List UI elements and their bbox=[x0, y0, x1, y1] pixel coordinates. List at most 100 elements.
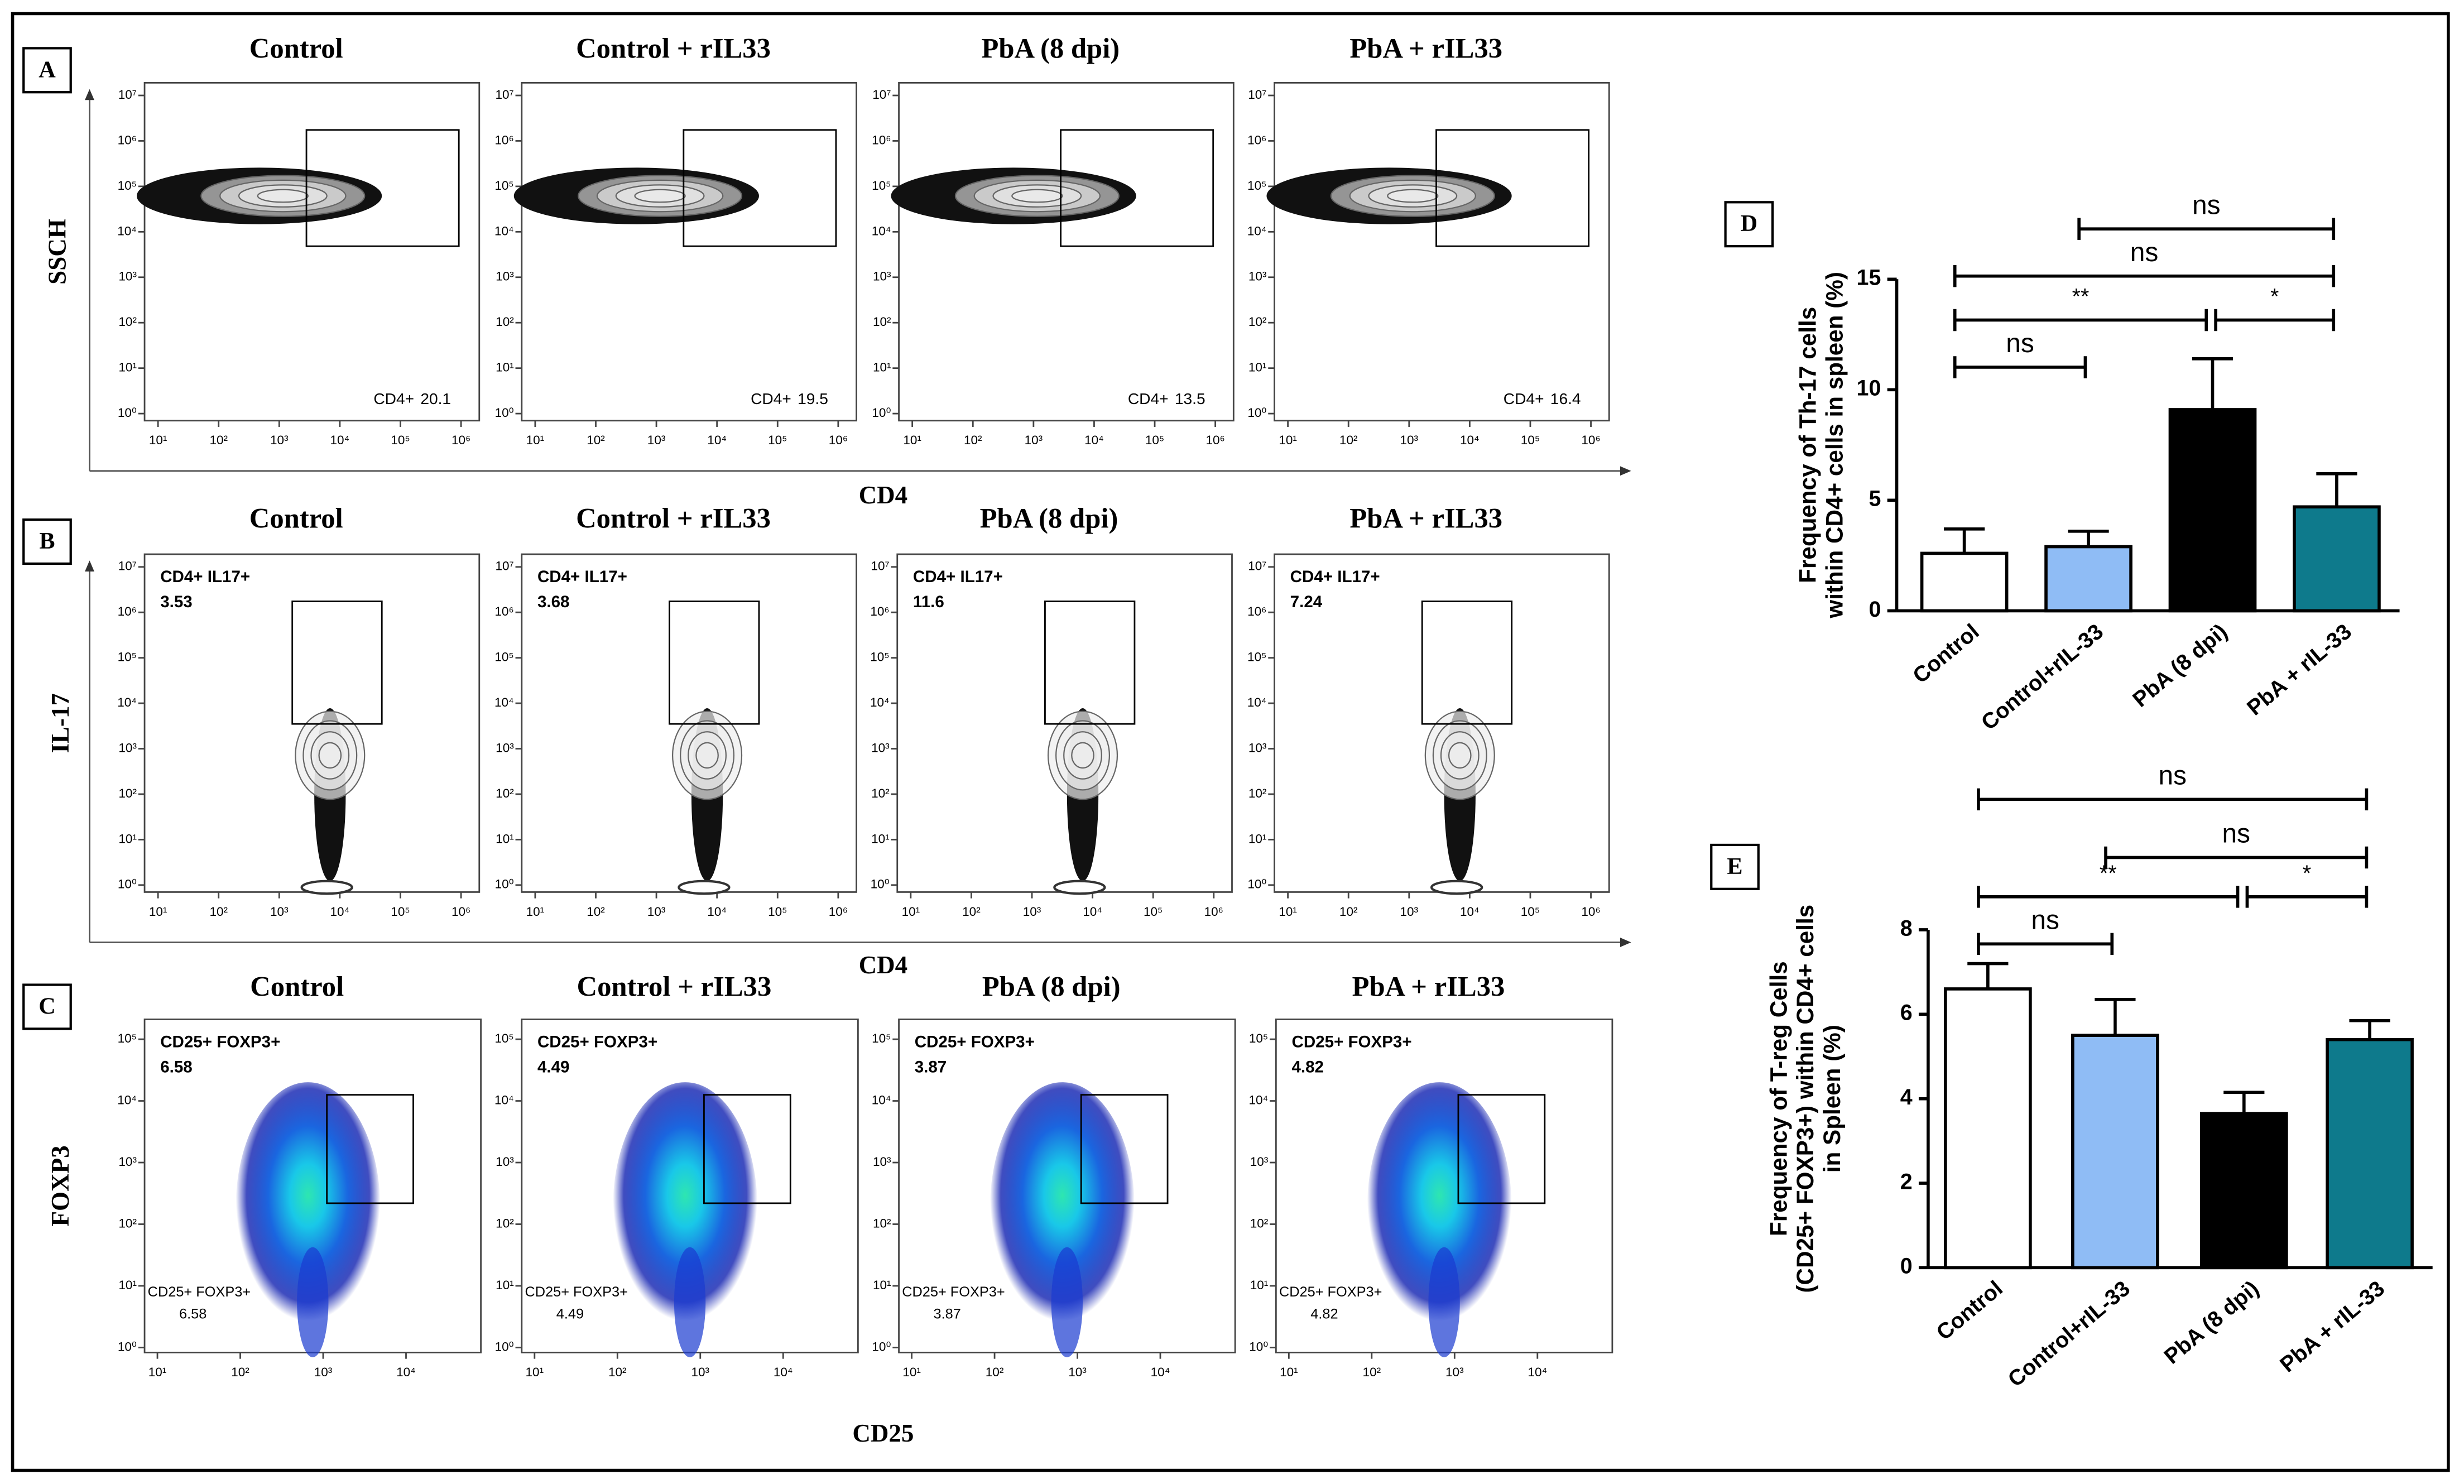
y-tick-label: 10⁴ bbox=[494, 695, 514, 709]
y-tick-label: 10⁶ bbox=[118, 604, 137, 618]
x-tick-label: 10⁵ bbox=[1145, 433, 1164, 447]
y-tick-label: 10⁰ bbox=[1247, 877, 1266, 891]
y-tick-label: 10³ bbox=[496, 1155, 514, 1169]
x-tick-label: 10¹ bbox=[902, 905, 920, 919]
y-tick-label: 10⁴ bbox=[1247, 695, 1267, 709]
y-tick-label: 10¹ bbox=[873, 1278, 891, 1292]
arrow-head bbox=[1620, 466, 1631, 476]
x-tick-label: 10² bbox=[231, 1365, 249, 1379]
y-tick-label: 10⁴ bbox=[117, 695, 137, 709]
gate bbox=[669, 601, 760, 725]
x-tick-label: 10¹ bbox=[1279, 905, 1297, 919]
x-tick-label: 10⁵ bbox=[768, 433, 787, 447]
y-tick-label: 10⁵ bbox=[118, 179, 137, 193]
x-tick-label: PbA + rIL-33 bbox=[2242, 619, 2356, 720]
x-tick-label: 10⁶ bbox=[1581, 905, 1600, 919]
x-tick-label: 10² bbox=[209, 905, 228, 919]
gate-name: CD4+ IL17+ bbox=[913, 568, 1003, 586]
y-tick-label: 10⁰ bbox=[1249, 1339, 1268, 1353]
x-axis-label: CD4 bbox=[859, 951, 908, 979]
x-tick-label: 10⁵ bbox=[768, 905, 787, 919]
y-tick-label: 10¹ bbox=[873, 361, 891, 374]
y-tick-label: 2 bbox=[1900, 1169, 1913, 1194]
gate-value: 3.87 bbox=[934, 1307, 961, 1322]
x-tick-label: 10⁴ bbox=[330, 433, 350, 447]
x-tick-label: 10¹ bbox=[149, 905, 167, 919]
gate-label: CD4+ 16.4 bbox=[1504, 391, 1581, 408]
significance-label: ** bbox=[2100, 861, 2117, 886]
y-tick-label: 0 bbox=[1869, 597, 1881, 622]
gate-label: CD4+ 20.1 bbox=[373, 391, 451, 408]
cell-cloud bbox=[1051, 1247, 1083, 1357]
x-tick-label: 10² bbox=[1339, 433, 1358, 447]
y-tick-label: 10⁷ bbox=[496, 559, 514, 573]
x-tick-label: Control+rIL-33 bbox=[2003, 1276, 2134, 1392]
y-tick-label: 10² bbox=[118, 315, 137, 329]
x-tick-label: 10¹ bbox=[149, 433, 167, 447]
panel-label-box bbox=[1724, 201, 1774, 248]
significance-label: ns bbox=[2130, 238, 2159, 267]
y-tick-label: 10⁵ bbox=[118, 650, 137, 664]
x-tick-label: PbA (8 dpi) bbox=[2159, 1276, 2263, 1368]
significance-label: ns bbox=[2192, 190, 2221, 220]
gate-value: 19.5 bbox=[798, 391, 828, 408]
x-tick-label: 10⁵ bbox=[391, 433, 410, 447]
x-tick-label: 10³ bbox=[1025, 433, 1043, 447]
y-tick-label: 4 bbox=[1900, 1085, 1913, 1110]
panel-label: D bbox=[1741, 210, 1758, 237]
y-tick-label: 10⁴ bbox=[117, 224, 137, 238]
significance-label: ns bbox=[2158, 761, 2187, 790]
x-tick-label: Control bbox=[1908, 619, 1984, 688]
plot-title: Control + rIL33 bbox=[577, 971, 771, 1002]
y-tick-label: 10⁵ bbox=[494, 1031, 513, 1045]
y-tick-label: 10⁰ bbox=[1247, 406, 1266, 420]
gate-value: 4.49 bbox=[556, 1307, 584, 1322]
x-tick-label: 10⁵ bbox=[1521, 433, 1540, 447]
x-tick-label: 10⁴ bbox=[330, 905, 350, 919]
y-tick-label: 10⁰ bbox=[871, 877, 890, 891]
plot-frame bbox=[143, 81, 481, 422]
gate bbox=[305, 129, 460, 247]
y-tick-label: 10¹ bbox=[1248, 832, 1267, 846]
x-tick-label: 10³ bbox=[647, 433, 666, 447]
y-tick-label: 10⁴ bbox=[1247, 224, 1267, 238]
gate bbox=[1435, 129, 1590, 247]
gate bbox=[1080, 1094, 1169, 1204]
plot-title: Control bbox=[249, 33, 343, 64]
x-tick-label: 10⁴ bbox=[1460, 905, 1480, 919]
gate-name: CD25+ FOXP3+ bbox=[1279, 1284, 1382, 1300]
y-tick-label: 10⁵ bbox=[1247, 650, 1266, 664]
x-tick-label: 10¹ bbox=[526, 905, 545, 919]
y-tick-label: 10⁵ bbox=[118, 1031, 137, 1045]
figure-border bbox=[11, 12, 2450, 1472]
contour bbox=[1053, 880, 1106, 895]
bar bbox=[2071, 1034, 2159, 1270]
x-tick-label: 10⁵ bbox=[391, 905, 410, 919]
x-tick-label: PbA (8 dpi) bbox=[2128, 619, 2232, 712]
y-tick-label: 10⁷ bbox=[1248, 559, 1266, 573]
x-tick-label: 10⁶ bbox=[1205, 433, 1224, 447]
gate-name: CD4+ bbox=[373, 391, 414, 408]
y-tick-label: 10² bbox=[873, 1216, 891, 1230]
cell-cloud bbox=[1428, 1247, 1460, 1357]
x-tick-label: 10³ bbox=[1400, 905, 1419, 919]
y-tick-label: 10¹ bbox=[118, 832, 137, 846]
y-axis-label: SSCH bbox=[43, 219, 71, 285]
gate bbox=[703, 1094, 791, 1204]
contour bbox=[678, 880, 731, 895]
y-tick-label: 10¹ bbox=[1250, 1278, 1269, 1292]
gate-name: CD25+ FOXP3+ bbox=[537, 1033, 657, 1051]
contour bbox=[1011, 189, 1063, 203]
x-tick-label: 10² bbox=[962, 905, 981, 919]
gate-name: CD25+ FOXP3+ bbox=[160, 1033, 280, 1051]
y-tick-label: 10² bbox=[871, 786, 890, 800]
plot-title: Control bbox=[249, 503, 343, 534]
y-axis-label: FOXP3 bbox=[46, 1145, 74, 1226]
y-tick-label: 10³ bbox=[496, 270, 514, 284]
y-tick-label: 10² bbox=[118, 1216, 137, 1230]
bar bbox=[2326, 1038, 2414, 1270]
y-tick-label: 10⁵ bbox=[872, 179, 891, 193]
contour bbox=[257, 189, 309, 203]
x-tick-label: 10⁵ bbox=[1521, 905, 1540, 919]
